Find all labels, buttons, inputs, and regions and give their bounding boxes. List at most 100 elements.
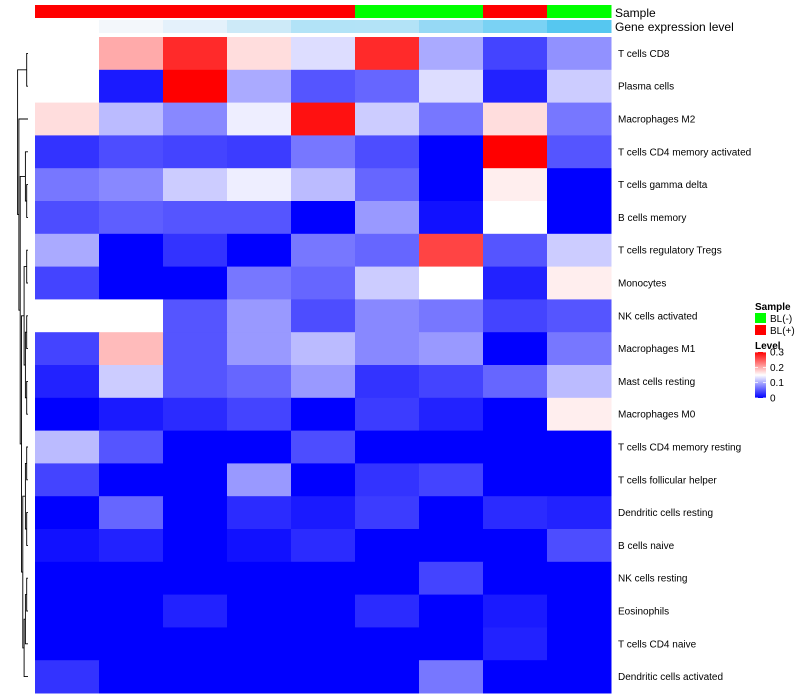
- heatmap-cell: [291, 397, 356, 432]
- heatmap-cell: [291, 299, 356, 333]
- heatmap-cell: [99, 266, 164, 300]
- heatmap-cell: [163, 463, 228, 497]
- sample-annotation-cell: [99, 5, 164, 18]
- heatmap-cell: [227, 496, 292, 530]
- level-legend-title: Level: [755, 341, 781, 352]
- heatmap-cell: [99, 529, 164, 563]
- dendrogram-branch: [23, 618, 28, 678]
- sample-annotation-title: Sample: [615, 6, 656, 20]
- row-label-mast-cells-resting: Mast cells resting: [618, 377, 695, 388]
- heatmap-cell: [355, 463, 420, 497]
- heatmap-cell: [35, 627, 100, 661]
- row-label-monocytes: Monocytes: [618, 279, 666, 290]
- heatmap-cell: [291, 561, 356, 596]
- dendrogram-branch: [26, 315, 28, 350]
- heatmap-cell: [483, 168, 548, 202]
- heatmap-cell: [419, 69, 484, 104]
- heatmap-cell: [419, 37, 484, 71]
- heatmap-cell: [547, 627, 612, 661]
- heatmap-cell: [163, 201, 228, 235]
- sample-annotation-cell: [483, 5, 548, 18]
- heatmap-cell: [355, 529, 420, 563]
- heatmap-cell: [355, 397, 420, 432]
- heatmap-cell: [355, 201, 420, 235]
- heatmap-cell: [547, 266, 612, 300]
- heatmap-cell: [291, 135, 356, 169]
- heatmap-cell: [163, 496, 228, 530]
- heatmap-cell: [163, 627, 228, 661]
- dendrogram-branch: [26, 249, 28, 284]
- heatmap-cell: [419, 561, 484, 596]
- heatmap-cell: [547, 561, 612, 596]
- gene-expression-annotation-cell: [547, 20, 612, 33]
- heatmap-cell: [483, 299, 548, 333]
- heatmap-cell: [227, 561, 292, 596]
- gene-expression-annotation-cell: [163, 20, 228, 33]
- heatmap-cell: [227, 365, 292, 399]
- heatmap-cell: [355, 168, 420, 202]
- heatmap-cell: [483, 627, 548, 661]
- row-label-macrophages-m0: Macrophages M0: [618, 410, 696, 421]
- heatmap-cell: [419, 233, 484, 268]
- heatmap-cell: [291, 102, 356, 136]
- heatmap-cell: [355, 660, 420, 694]
- heatmap-cell: [99, 365, 164, 399]
- row-label-t-cells-cd4-memory-activated: T cells CD4 memory activated: [618, 147, 751, 158]
- heatmap-cell: [99, 332, 164, 366]
- heatmap-cell: [227, 233, 292, 268]
- heatmap-cell: [547, 135, 612, 169]
- heatmap-cell: [419, 529, 484, 563]
- heatmap-cell: [35, 266, 100, 300]
- heatmap-cell: [419, 201, 484, 235]
- heatmap-cell: [99, 135, 164, 169]
- heatmap-cell: [163, 37, 228, 71]
- heatmap-cell: [547, 463, 612, 497]
- level-legend-ticks: 0.3 0.2 0.1 0: [755, 348, 784, 405]
- heatmap-cell: [99, 69, 164, 104]
- heatmap-cell: [35, 496, 100, 530]
- row-label-t-cells-follicular-helper: T cells follicular helper: [618, 475, 717, 486]
- heatmap-cell: [35, 561, 100, 596]
- heatmap-cell: [547, 660, 612, 694]
- level-tick-label: 0: [770, 394, 776, 405]
- heatmap-cell: [227, 168, 292, 202]
- heatmap-cell: [547, 37, 612, 71]
- heatmap-cell: [483, 463, 548, 497]
- heatmap-cell: [547, 332, 612, 366]
- dendrogram-branch: [17, 69, 27, 216]
- heatmap-cell: [163, 397, 228, 432]
- heatmap-cell: [291, 660, 356, 694]
- sample-legend-title: Sample: [755, 302, 791, 313]
- heatmap-cell: [227, 102, 292, 136]
- heatmap-cell: [291, 332, 356, 366]
- row-label-t-cells-regulatory-tregs: T cells regulatory Tregs: [618, 246, 722, 257]
- heatmap-cell: [355, 365, 420, 399]
- column-annotations: [35, 5, 612, 33]
- heatmap-cell: [35, 102, 100, 136]
- heatmap-cell: [291, 365, 356, 399]
- sample-annotation-cell: [291, 5, 356, 18]
- heatmap-cell: [547, 594, 612, 628]
- heatmap-cell: [35, 135, 100, 169]
- sample-annotation-cell: [35, 5, 100, 18]
- heatmap-cell: [355, 102, 420, 136]
- heatmap-cell: [99, 430, 164, 464]
- heatmap-cell: [547, 168, 612, 202]
- heatmap-cell: [355, 233, 420, 268]
- sample-annotation-cell: [355, 5, 420, 18]
- heatmap-cell: [35, 463, 100, 497]
- heatmap-cell: [227, 266, 292, 300]
- dendrogram-branch: [26, 380, 28, 415]
- heatmap-cell: [291, 233, 356, 268]
- heatmap-cell: [291, 430, 356, 464]
- heatmap-cell: [227, 332, 292, 366]
- heatmap-cell: [99, 496, 164, 530]
- heatmap-cell: [291, 37, 356, 71]
- heatmap-cell: [227, 299, 292, 333]
- heatmap-cell: [547, 430, 612, 464]
- heatmap-cell: [227, 201, 292, 235]
- row-label-plasma-cells: Plasma cells: [618, 82, 674, 93]
- dendrogram-branch: [26, 577, 28, 612]
- legend-swatch-bl: [755, 313, 766, 323]
